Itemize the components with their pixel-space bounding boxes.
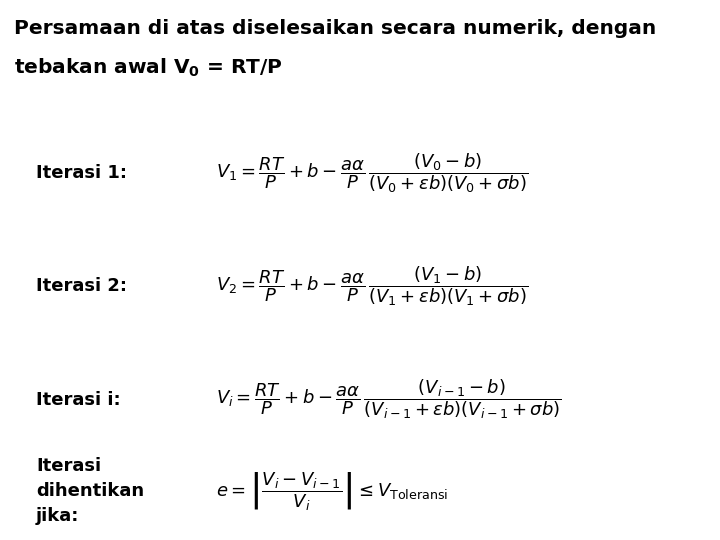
- Text: $V_2 = \dfrac{RT}{P} + b - \dfrac{a\alpha}{P}\,\dfrac{(V_1 - b)}{(V_1 + \varepsi: $V_2 = \dfrac{RT}{P} + b - \dfrac{a\alph…: [216, 265, 528, 308]
- Text: tebakan awal $\mathbf{V_0}$ = RT/P: tebakan awal $\mathbf{V_0}$ = RT/P: [14, 57, 283, 79]
- Text: $V_i = \dfrac{RT}{P} + b - \dfrac{a\alpha}{P}\,\dfrac{(V_{i-1} - b)}{(V_{i-1} + : $V_i = \dfrac{RT}{P} + b - \dfrac{a\alph…: [216, 378, 562, 421]
- Text: Iterasi
dihentikan
jika:: Iterasi dihentikan jika:: [36, 457, 144, 525]
- Text: Iterasi 1:: Iterasi 1:: [36, 164, 127, 182]
- Text: Iterasi i:: Iterasi i:: [36, 390, 121, 409]
- Text: Iterasi 2:: Iterasi 2:: [36, 277, 127, 295]
- Text: $V_1 = \dfrac{RT}{P} + b - \dfrac{a\alpha}{P}\,\dfrac{(V_0 - b)}{(V_0 + \varepsi: $V_1 = \dfrac{RT}{P} + b - \dfrac{a\alph…: [216, 151, 528, 194]
- Text: Persamaan di atas diselesaikan secara numerik, dengan: Persamaan di atas diselesaikan secara nu…: [14, 19, 657, 38]
- Text: $e = \left|\dfrac{V_i - V_{i-1}}{V_i}\right| \leq V_{\mathrm{Toleransi}}$: $e = \left|\dfrac{V_i - V_{i-1}}{V_i}\ri…: [216, 470, 448, 512]
